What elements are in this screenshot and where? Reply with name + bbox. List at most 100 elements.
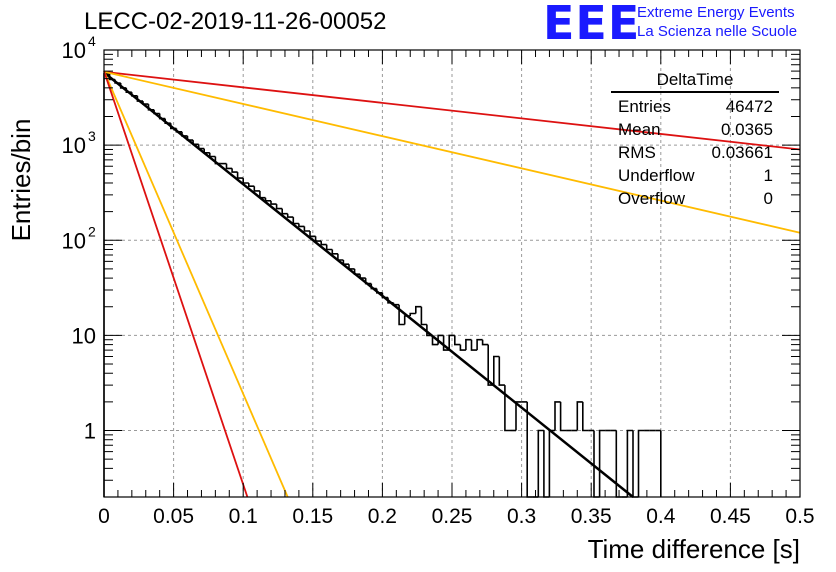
histogram-bin xyxy=(103,73,110,497)
x-axis-label: Time difference [s] xyxy=(588,534,800,564)
histogram-bin xyxy=(337,253,344,261)
stats-value: 0 xyxy=(763,189,773,208)
stats-value: 1 xyxy=(763,166,773,185)
stats-row-underflow: Underflow 1 xyxy=(611,164,779,187)
histogram-bin xyxy=(320,241,327,246)
stats-label: Overflow xyxy=(618,189,686,208)
y-tick-label: 10 xyxy=(72,323,96,348)
y-axis-label: Entries/bin xyxy=(6,119,36,242)
stats-row-mean: Mean 0.0365 xyxy=(611,118,779,141)
histogram-bin xyxy=(275,204,283,210)
histogram-bin xyxy=(236,172,244,179)
fit-line xyxy=(103,70,801,151)
histogram-bin xyxy=(314,236,322,242)
stats-label: RMS xyxy=(618,143,656,162)
histogram-bin xyxy=(431,335,439,346)
histogram-bin xyxy=(292,217,299,225)
stats-row-rms: RMS 0.03661 xyxy=(611,141,779,164)
x-tick-label: 0.4 xyxy=(646,505,676,528)
histogram-bin xyxy=(576,401,583,431)
x-tick-label: 0.15 xyxy=(292,505,333,528)
histogram-bin xyxy=(409,312,416,316)
histogram-bin xyxy=(582,401,589,432)
histogram-bin xyxy=(342,260,349,265)
x-tick-label: 0.1 xyxy=(229,505,258,528)
fit-line xyxy=(103,70,289,498)
stats-row-overflow: Overflow 0 xyxy=(611,187,779,210)
fit-line xyxy=(103,71,634,498)
stats-value: 0.03661 xyxy=(711,143,773,162)
histogram-bin xyxy=(476,338,483,351)
x-tick-label: 0.45 xyxy=(710,505,751,528)
histogram-bin xyxy=(537,429,544,497)
histogram-bin xyxy=(548,429,555,497)
y-tick-label: 1 xyxy=(84,419,96,444)
histogram-bin xyxy=(493,355,500,386)
histogram-bin xyxy=(231,168,238,173)
histogram-bin xyxy=(498,356,505,386)
histogram-bin xyxy=(487,344,494,386)
histogram-bin xyxy=(298,223,305,228)
histogram-bin xyxy=(626,429,633,497)
y-tick-exponent: 2 xyxy=(88,223,96,239)
histogram-bin xyxy=(465,338,472,351)
histogram-bin xyxy=(253,186,260,192)
stats-box: DeltaTime Entries 46472 Mean 0.0365 RMS … xyxy=(611,70,779,210)
x-tick-label: 0.35 xyxy=(571,505,612,528)
fit-line xyxy=(103,70,249,498)
y-tick-exponent: 3 xyxy=(88,128,96,144)
histogram-bin xyxy=(331,249,338,255)
histogram-bin xyxy=(248,183,255,187)
histogram-bin xyxy=(415,305,422,314)
stats-value: 0.0365 xyxy=(721,120,773,139)
x-tick-label: 0.2 xyxy=(368,505,397,528)
axis-ticks: 0 0.05 0.1 0.15 0.2 0.25 0.3 0.35 0.4 0.45 0.51101… xyxy=(62,33,815,528)
histogram-bin xyxy=(470,339,478,351)
histogram-bin xyxy=(459,344,466,351)
histogram-bin xyxy=(559,401,567,432)
x-tick-label: 0.5 xyxy=(785,505,814,528)
histogram-bin xyxy=(632,430,639,498)
histogram-bin xyxy=(420,306,427,326)
logo-line-2: La Scienza nelle Scuole xyxy=(637,23,798,40)
y-tick-label: 10 xyxy=(62,228,86,253)
histogram-bin xyxy=(303,226,310,232)
histogram-bin xyxy=(504,385,511,432)
logo-line-1: Extreme Energy Events xyxy=(637,4,795,21)
eee-logo: EEE Extreme Energy Events La Scienza nel… xyxy=(543,0,833,50)
histogram-bin xyxy=(598,429,606,497)
histogram-bin xyxy=(454,335,461,346)
y-tick-label: 10 xyxy=(62,38,86,63)
fit-lines xyxy=(103,70,801,498)
histogram-bin xyxy=(554,401,561,431)
histogram-bin xyxy=(286,213,294,218)
histogram-bin xyxy=(637,429,645,497)
stats-label: Underflow xyxy=(618,166,695,185)
histogram-bin xyxy=(398,304,405,326)
histogram-bin xyxy=(448,334,455,351)
x-tick-label: 0.05 xyxy=(153,505,194,528)
y-tick-label: 10 xyxy=(62,133,86,158)
stats-label: Mean xyxy=(618,120,661,139)
histogram-bin xyxy=(442,335,450,351)
stats-row-entries: Entries 46472 xyxy=(611,95,779,118)
histogram-bin xyxy=(325,244,333,251)
histogram-bin xyxy=(264,197,271,202)
fit-line xyxy=(103,70,801,234)
histogram-bin xyxy=(209,152,216,158)
histogram-bin xyxy=(225,163,233,170)
x-tick-label: 0 xyxy=(98,505,110,528)
y-tick-exponent: 4 xyxy=(88,33,96,49)
histogram-bin xyxy=(481,339,489,346)
logo-mark: EEE xyxy=(543,0,641,50)
stats-value: 46472 xyxy=(725,97,773,116)
histogram-bin xyxy=(593,430,600,498)
histogram-bin xyxy=(242,178,249,184)
x-tick-label: 0.3 xyxy=(507,505,536,528)
stats-label: Entries xyxy=(618,97,671,116)
stats-title: DeltaTime xyxy=(611,70,779,93)
histogram-bin xyxy=(281,208,288,215)
histogram-bin xyxy=(543,430,550,498)
x-tick-label: 0.25 xyxy=(432,505,473,528)
